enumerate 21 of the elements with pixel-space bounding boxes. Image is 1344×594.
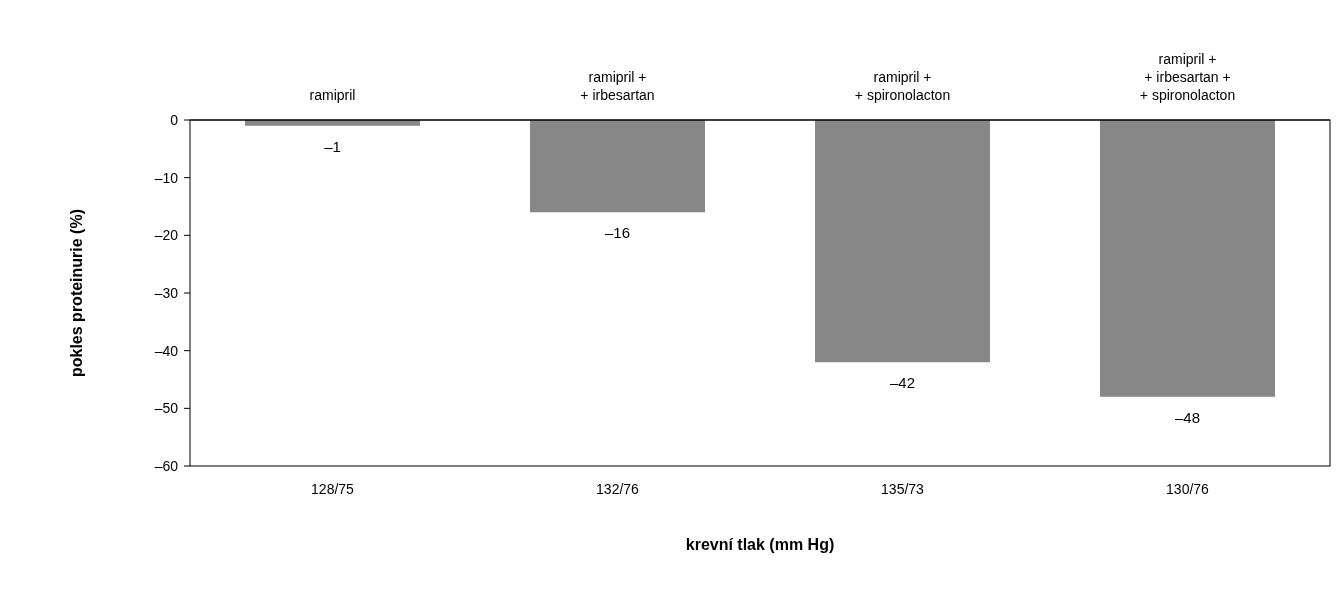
x-tick-label: 132/76 (596, 481, 640, 497)
y-tick-label: 0 (170, 111, 179, 128)
data-label: –1 (324, 137, 341, 155)
x-tick-label: 130/76 (1166, 481, 1210, 497)
x-tick-label: 135/73 (881, 481, 925, 497)
data-label: –48 (1174, 408, 1201, 426)
text: ramipril (309, 87, 356, 103)
y-tick-label: –10 (154, 169, 179, 186)
data-label: –42 (889, 374, 916, 392)
y-tick-label: –20 (154, 227, 179, 244)
x-axis-title: krevní tlak (mm Hg) (685, 536, 835, 553)
y-tick-label: –40 (154, 342, 179, 359)
text: ramipril + + spironolacton (854, 69, 951, 103)
y-tick-label: –50 (154, 400, 179, 417)
y-axis-title: pokles proteinurie (%) (68, 208, 85, 378)
x-tick-label: 128/75 (311, 481, 355, 497)
text: ramipril + + irbesartan (580, 69, 655, 103)
data-label: –16 (604, 224, 631, 242)
text: ramipril + + irbesartan + + spironolacton (1139, 51, 1236, 103)
y-tick-label: –30 (154, 284, 179, 301)
y-tick-label: –60 (154, 457, 179, 474)
